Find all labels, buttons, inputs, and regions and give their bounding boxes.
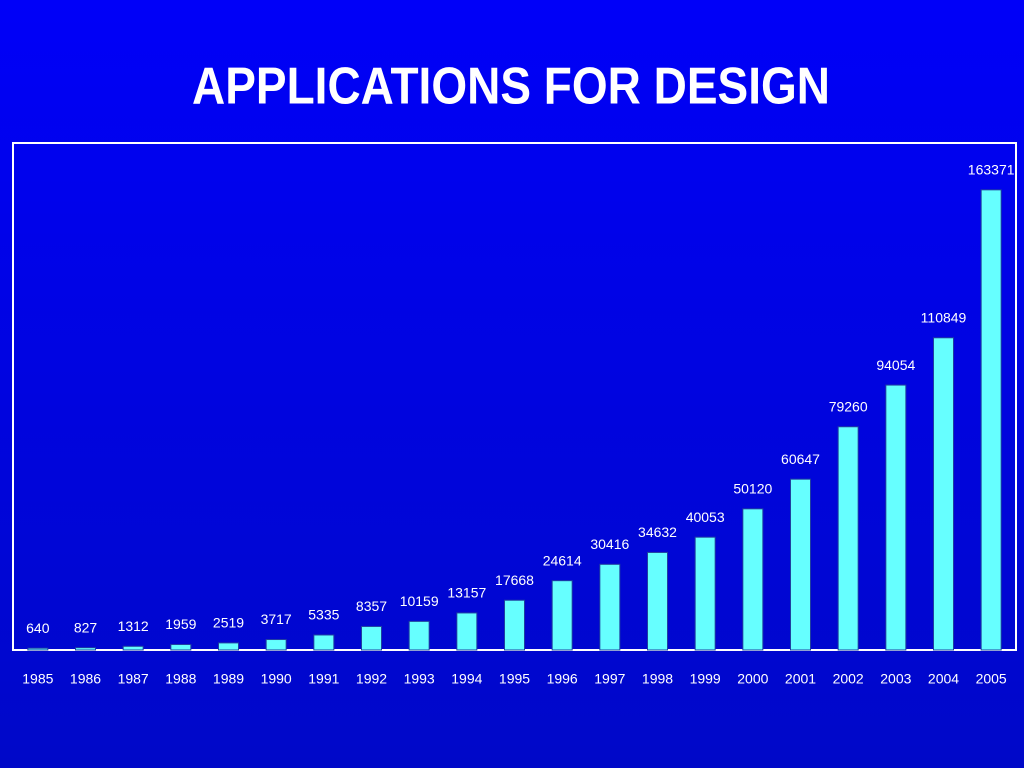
value-label: 2519 [213, 615, 244, 631]
x-tick-label: 2005 [976, 671, 1007, 687]
x-tick-label: 1993 [404, 671, 435, 687]
value-label: 34632 [638, 524, 677, 540]
x-tick-label: 1985 [22, 671, 53, 687]
bar [265, 639, 287, 651]
value-label: 110849 [921, 309, 967, 325]
bar [599, 563, 621, 651]
bar [551, 580, 573, 651]
x-tick-label: 1992 [356, 671, 387, 687]
value-label: 827 [74, 619, 98, 635]
bar [313, 634, 335, 651]
x-tick-label: 1997 [594, 671, 625, 687]
x-tick-label: 1988 [165, 671, 196, 687]
bar [933, 337, 954, 651]
value-label: 13157 [447, 585, 486, 601]
bar [694, 536, 716, 651]
x-tick-label: 2003 [880, 671, 911, 687]
x-tick-label: 1987 [118, 671, 149, 687]
x-tick-label: 2000 [737, 671, 768, 687]
value-label: 50120 [733, 481, 772, 497]
value-label: 3717 [261, 611, 292, 627]
bar [790, 478, 811, 651]
bar [27, 647, 49, 651]
value-label: 640 [26, 620, 50, 636]
bar [742, 508, 764, 651]
value-label: 24614 [543, 552, 582, 568]
bar [170, 643, 192, 651]
x-tick-label: 1999 [690, 671, 721, 687]
x-tick-label: 2004 [928, 671, 959, 687]
x-tick-label: 1989 [213, 671, 244, 687]
bar [504, 599, 525, 651]
bar [122, 645, 144, 651]
bar [647, 551, 668, 651]
value-label: 8357 [356, 598, 387, 614]
x-tick-label: 1990 [261, 671, 292, 687]
value-label: 5335 [308, 607, 339, 623]
value-label: 30416 [590, 536, 629, 552]
x-tick-label: 1991 [308, 671, 339, 687]
value-label: 60647 [781, 451, 820, 467]
bar [361, 625, 382, 651]
bar [980, 189, 1002, 651]
value-label: 94054 [876, 357, 915, 373]
bar [885, 384, 907, 651]
x-tick-label: 1998 [642, 671, 673, 687]
bar [408, 620, 430, 651]
value-label: 1312 [118, 618, 149, 634]
x-tick-label: 2002 [833, 671, 864, 687]
bar [456, 612, 478, 651]
x-tick-label: 2001 [785, 671, 816, 687]
x-tick-label: 1986 [70, 671, 101, 687]
bar [837, 426, 859, 651]
value-label: 163371 [968, 162, 1015, 178]
value-label: 17668 [495, 572, 534, 588]
value-label: 79260 [829, 398, 868, 414]
x-tick-label: 1995 [499, 671, 530, 687]
x-tick-label: 1994 [451, 671, 482, 687]
bar [218, 642, 239, 651]
chart-title: APPLICATIONS FOR DESIGN [192, 58, 830, 116]
value-label: 40053 [686, 509, 725, 525]
value-label: 1959 [165, 616, 196, 632]
value-label: 10159 [400, 593, 439, 609]
x-tick-label: 1996 [547, 671, 578, 687]
bar [75, 647, 96, 651]
